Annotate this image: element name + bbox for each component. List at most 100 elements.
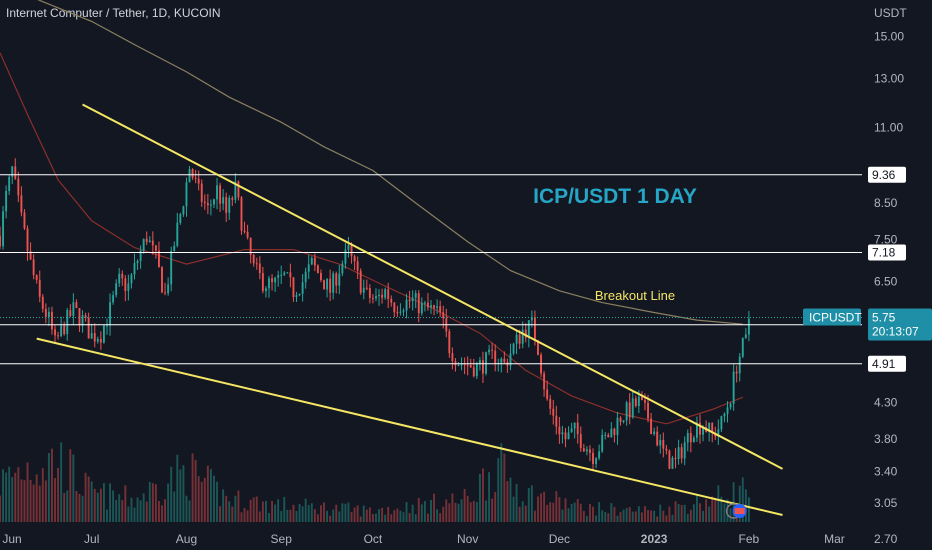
volume-bar bbox=[93, 488, 96, 522]
volume-bar bbox=[280, 511, 283, 522]
candle-body bbox=[124, 278, 127, 291]
price-tick-label: 15.00 bbox=[874, 30, 904, 44]
volume-bar bbox=[356, 505, 359, 522]
time-tick-label: Jul bbox=[84, 532, 99, 546]
candle-body bbox=[686, 433, 689, 443]
volume-bar bbox=[610, 503, 613, 522]
volume-bar bbox=[738, 485, 741, 522]
volume-bar bbox=[246, 510, 249, 522]
candle-body bbox=[320, 272, 322, 281]
candle-body bbox=[601, 434, 604, 452]
volume-bar bbox=[396, 508, 399, 522]
candle-body bbox=[96, 338, 99, 342]
candle-body bbox=[84, 315, 87, 318]
candle-body bbox=[549, 398, 552, 409]
candle-body bbox=[295, 295, 298, 298]
volume-bar bbox=[436, 509, 439, 522]
volume-bar bbox=[197, 476, 200, 522]
candle-body bbox=[69, 310, 72, 316]
volume-bar bbox=[26, 462, 29, 522]
volume-bar bbox=[32, 484, 35, 522]
volume-bar bbox=[185, 495, 188, 522]
symbol-tag bbox=[803, 308, 861, 326]
volume-bar bbox=[11, 477, 14, 522]
candle-body bbox=[488, 349, 491, 353]
volume-bar bbox=[258, 511, 261, 522]
volume-bar bbox=[634, 511, 637, 522]
volume-bar bbox=[51, 448, 53, 522]
candle-body bbox=[353, 256, 356, 262]
volume-bar bbox=[644, 506, 646, 522]
candle-body bbox=[347, 245, 350, 250]
volume-bar bbox=[35, 474, 38, 522]
candle-body bbox=[185, 182, 188, 207]
candle-body bbox=[637, 396, 640, 407]
volume-bar bbox=[604, 511, 607, 522]
candle-body bbox=[420, 302, 423, 314]
time-axis: Jun Jul Aug Sep Oct Nov Dec 2023 Feb Mar bbox=[2, 532, 845, 546]
volume-bar bbox=[677, 503, 680, 522]
volume-bar bbox=[570, 503, 573, 522]
volume-bar bbox=[387, 506, 390, 522]
candle-body bbox=[537, 340, 539, 355]
candle-body bbox=[689, 433, 692, 443]
candle-body bbox=[430, 305, 432, 308]
volume-bar bbox=[592, 506, 594, 522]
volume-bar bbox=[237, 490, 240, 522]
candle-body bbox=[316, 265, 319, 273]
volume-bar bbox=[81, 495, 84, 522]
candle-body bbox=[158, 250, 160, 268]
candle-body bbox=[674, 457, 677, 460]
candle-body bbox=[524, 329, 527, 338]
volume-bar bbox=[653, 510, 656, 522]
volume-bar bbox=[203, 477, 206, 522]
candle-body bbox=[659, 440, 662, 446]
volume-bar bbox=[148, 481, 151, 522]
volume-bar bbox=[222, 489, 225, 522]
candle-body bbox=[274, 277, 277, 283]
volume-bar bbox=[448, 503, 451, 522]
volume-bar bbox=[665, 515, 668, 522]
volume-bar bbox=[384, 514, 387, 522]
volume-bar bbox=[656, 516, 659, 522]
price-tick-label: 7.50 bbox=[874, 233, 898, 247]
volume-bar bbox=[708, 506, 711, 522]
volume-bar bbox=[326, 510, 329, 522]
candle-body bbox=[708, 422, 711, 432]
candle-body bbox=[356, 261, 359, 271]
volume-bar bbox=[109, 483, 111, 522]
candle-body bbox=[387, 289, 390, 299]
volume-bar bbox=[359, 516, 362, 522]
volume-bar bbox=[518, 506, 521, 522]
volume-bar bbox=[537, 496, 539, 522]
candle-body bbox=[573, 422, 576, 429]
volume-bar bbox=[625, 508, 628, 522]
volume-bar bbox=[497, 458, 500, 522]
candle-body bbox=[121, 273, 124, 279]
volume-bar bbox=[188, 500, 191, 522]
volume-bar bbox=[640, 512, 643, 522]
candle-body bbox=[683, 442, 686, 459]
volume-bar bbox=[338, 511, 341, 522]
candle-body bbox=[665, 448, 668, 451]
volume-bar bbox=[417, 497, 420, 522]
candle-body bbox=[436, 306, 439, 308]
candle-body bbox=[390, 298, 393, 303]
candle-body bbox=[5, 191, 8, 212]
volume-bar bbox=[509, 477, 512, 522]
volume-bar bbox=[631, 511, 634, 522]
candle-body bbox=[359, 270, 362, 293]
candle-body bbox=[585, 449, 588, 452]
breakout-line-label: Breakout Line bbox=[595, 288, 675, 303]
candle-body bbox=[44, 308, 47, 317]
volume-bar bbox=[231, 506, 234, 522]
volume-bar bbox=[66, 490, 69, 522]
price-tick-label: 6.50 bbox=[874, 275, 898, 289]
candle-body bbox=[234, 181, 237, 200]
volume-bar bbox=[368, 507, 371, 522]
candle-body bbox=[136, 260, 139, 264]
volume-bar bbox=[57, 467, 60, 522]
volume-bar bbox=[323, 502, 325, 522]
candle-body bbox=[304, 271, 307, 283]
